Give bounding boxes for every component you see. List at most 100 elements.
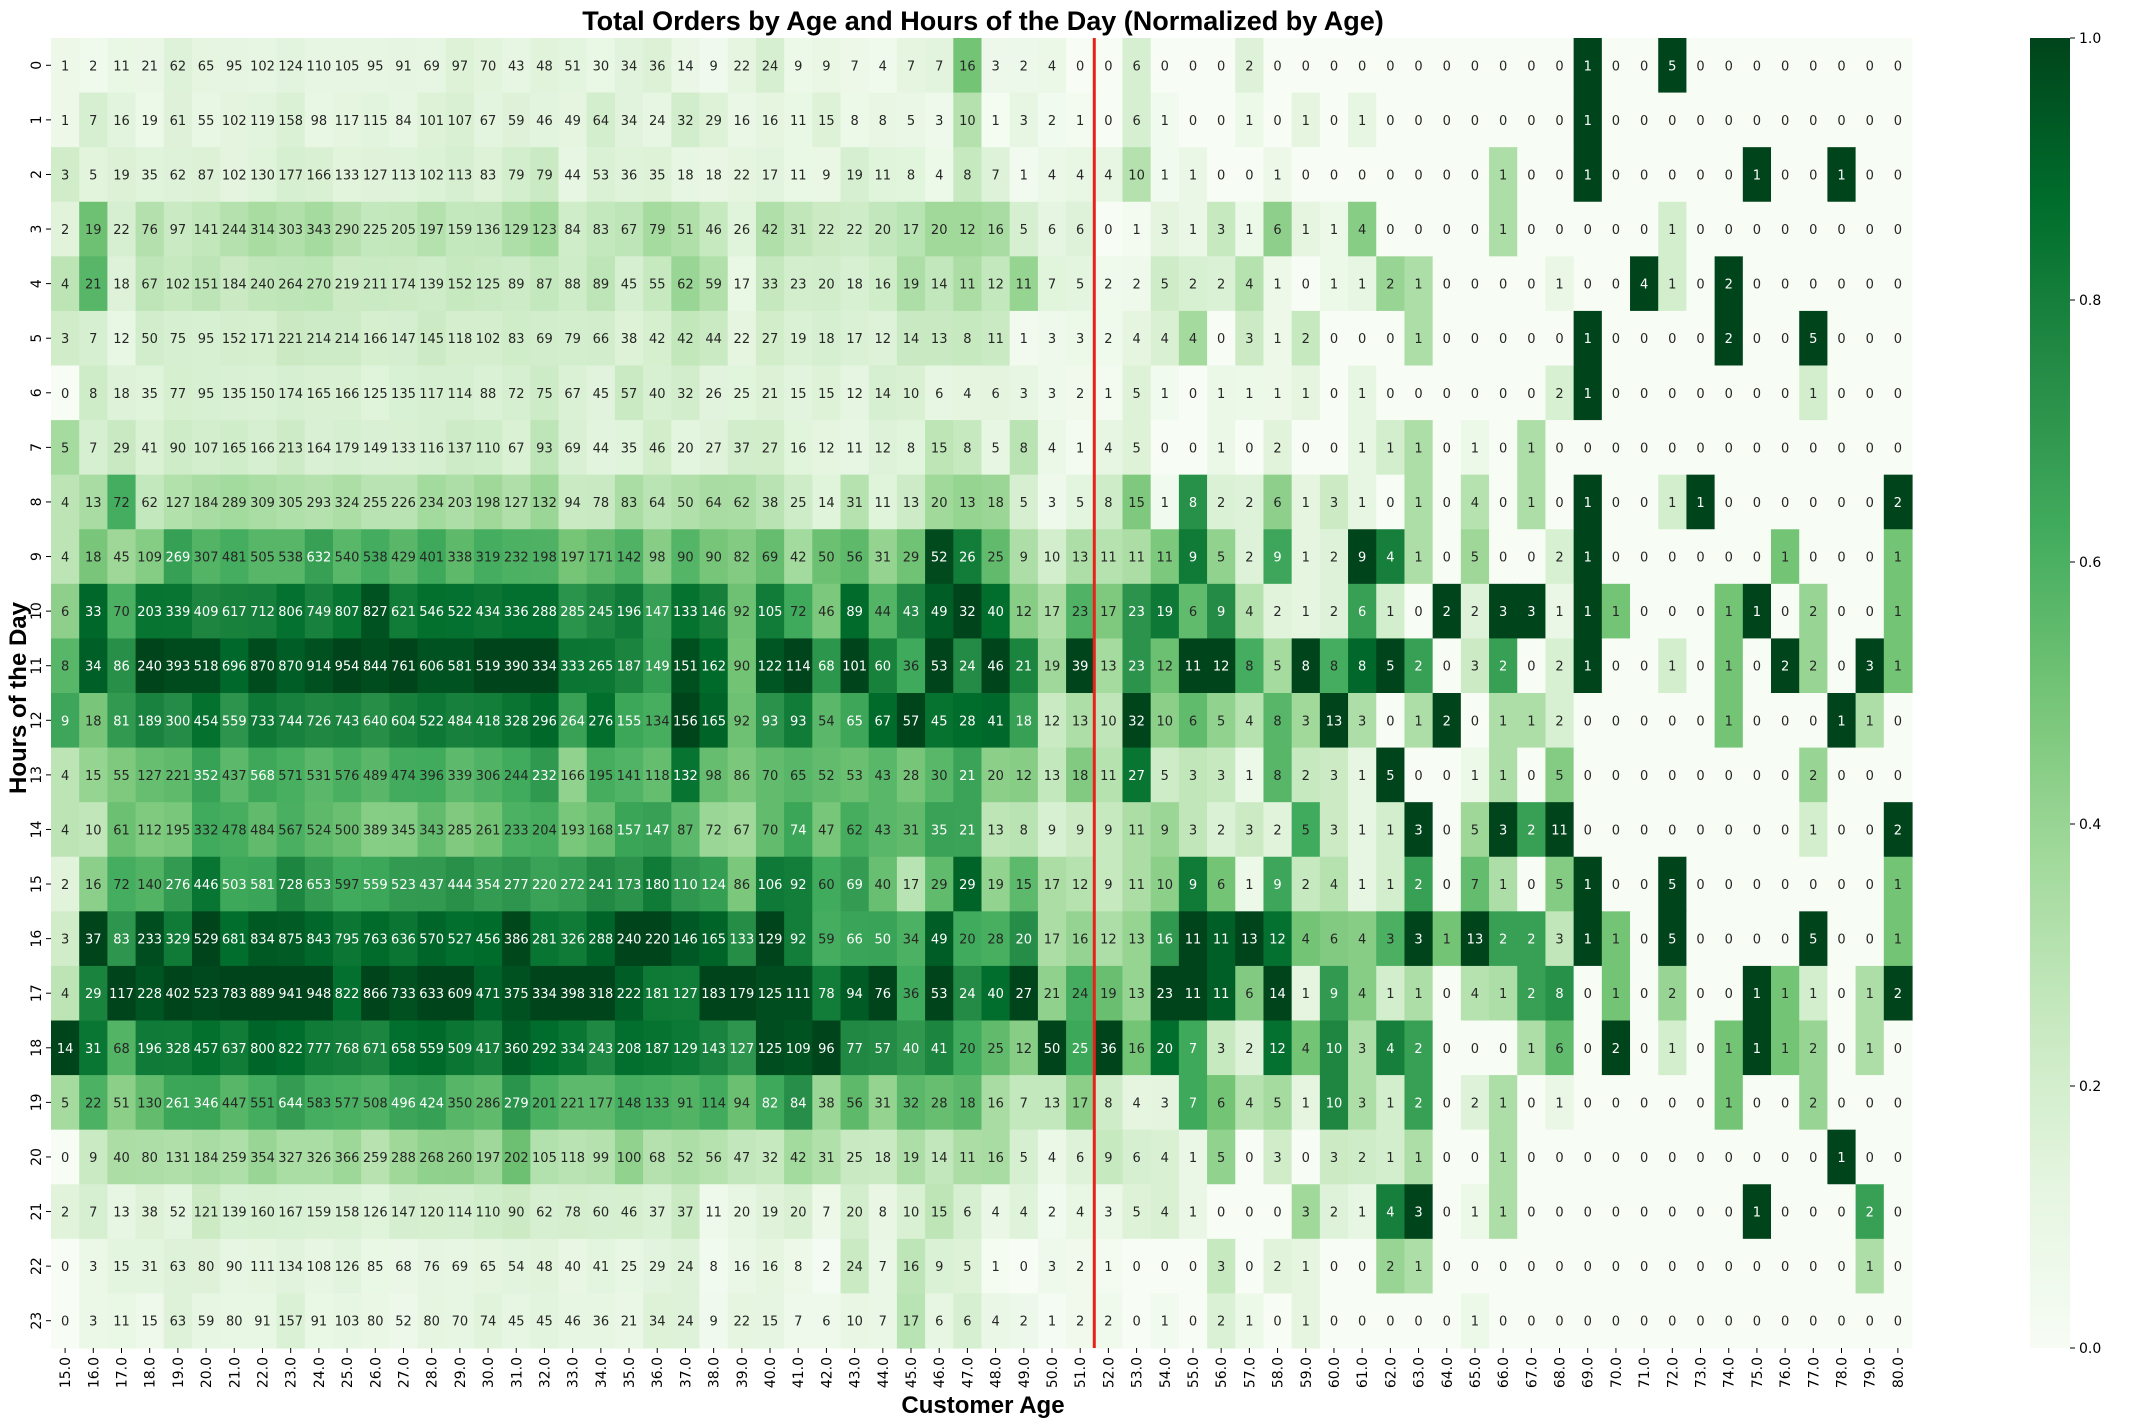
cell-value-label: 171: [250, 332, 275, 347]
heatmap-cell: [361, 856, 390, 912]
heatmap-cell: [1009, 911, 1039, 967]
cell-value-label: 118: [645, 769, 670, 784]
heatmap-cell: [1207, 201, 1236, 257]
heatmap-cell: [1489, 583, 1518, 640]
cell-value-label: 2: [1245, 551, 1253, 566]
heatmap-cell: [1855, 911, 1885, 967]
heatmap-cell: [925, 256, 954, 312]
cell-value-label: 155: [617, 714, 642, 729]
cell-value-label: 52: [395, 1315, 412, 1330]
cell-value-label: 8: [963, 168, 971, 183]
cell-value-label: 233: [137, 933, 162, 948]
heatmap-cell: [1573, 1020, 1603, 1076]
cell-value-label: 0: [1753, 551, 1761, 566]
heatmap-cell: [784, 38, 813, 94]
heatmap-cell: [530, 256, 560, 312]
cell-value-label: 7: [89, 114, 97, 129]
heatmap-cell: [1827, 365, 1857, 421]
cell-value-label: 11: [1100, 551, 1117, 566]
cell-value-label: 4: [991, 1315, 999, 1330]
cell-value-label: 0: [1725, 933, 1733, 948]
heatmap-cell: [1883, 638, 1913, 694]
cell-value-label: 567: [278, 823, 303, 838]
heatmap-cell: [1319, 38, 1349, 94]
cell-value-label: 51: [564, 59, 581, 74]
heatmap-cell: [445, 856, 475, 912]
cell-value-label: 523: [194, 987, 219, 1002]
cell-value-label: 2: [1104, 278, 1112, 293]
cell-value-label: 32: [959, 605, 976, 620]
cell-value-label: 0: [1330, 168, 1338, 183]
cell-value-label: 2: [1668, 987, 1676, 1002]
cell-value-label: 11: [1128, 823, 1145, 838]
cell-value-label: 3: [1358, 714, 1366, 729]
cell-value-label: 16: [987, 1096, 1004, 1111]
heatmap-cell: [1432, 965, 1462, 1022]
heatmap-cell: [107, 693, 137, 749]
cell-value-label: 25: [621, 1260, 638, 1275]
cell-value-label: 260: [447, 1151, 472, 1166]
cell-value-label: 181: [645, 987, 670, 1002]
cell-value-label: 9: [709, 59, 717, 74]
heatmap-cell: [755, 474, 785, 530]
heatmap-cell: [586, 92, 616, 148]
cell-value-label: 40: [113, 1151, 130, 1166]
heatmap-cell: [107, 365, 137, 421]
cell-value-label: 68: [395, 1260, 412, 1275]
heatmap-cell: [643, 147, 672, 203]
x-tick-label: 24.0: [312, 1357, 328, 1388]
cell-value-label: 0: [1555, 1206, 1563, 1221]
heatmap-cell: [191, 201, 221, 257]
cell-value-label: 117: [419, 387, 444, 402]
heatmap-cell: [304, 529, 334, 585]
heatmap-cell: [981, 747, 1011, 803]
heatmap-cell: [276, 92, 306, 148]
heatmap-cell: [51, 693, 80, 749]
cell-value-label: 2: [1048, 1206, 1056, 1221]
heatmap-cell: [1855, 201, 1885, 257]
heatmap-cell: [1630, 474, 1659, 530]
cell-value-label: 2: [61, 223, 69, 238]
heatmap-cell: [332, 638, 362, 694]
heatmap-cell: [1235, 420, 1265, 476]
heatmap-cell: [586, 201, 616, 257]
cell-value-label: 0: [1245, 1151, 1253, 1166]
cell-value-label: 96: [818, 1042, 835, 1057]
heatmap-cell: [1799, 310, 1829, 367]
cell-value-label: 437: [419, 878, 444, 893]
cell-value-label: 15: [1016, 878, 1033, 893]
cell-value-label: 129: [758, 933, 783, 948]
cell-value-label: 46: [536, 114, 553, 129]
cell-value-label: 94: [846, 987, 863, 1002]
cell-value-label: 1: [1302, 987, 1310, 1002]
x-tick-label: 68.0: [1553, 1357, 1569, 1388]
heatmap-cell: [304, 201, 334, 257]
x-tick-label: 78.0: [1835, 1357, 1851, 1388]
heatmap-cell: [643, 38, 672, 94]
heatmap-cell: [558, 747, 588, 803]
heatmap-cell: [220, 911, 249, 967]
cell-value-label: 168: [588, 823, 613, 838]
cell-value-label: 2: [1725, 278, 1733, 293]
cell-value-label: 12: [1269, 1042, 1286, 1057]
cell-value-label: 276: [165, 878, 190, 893]
heatmap-cell: [1855, 802, 1885, 858]
heatmap-cell: [389, 638, 419, 694]
heatmap-cell: [1376, 474, 1406, 530]
heatmap-cell: [389, 693, 419, 749]
heatmap-cell: [1037, 638, 1067, 694]
cell-value-label: 10: [1157, 878, 1174, 893]
cell-value-label: 6: [935, 387, 943, 402]
cell-value-label: 0: [1894, 332, 1902, 347]
cell-value-label: 2: [1273, 441, 1281, 456]
cell-value-label: 454: [194, 714, 219, 729]
cell-value-label: 34: [903, 933, 920, 948]
cell-value-label: 636: [391, 933, 416, 948]
cell-value-label: 139: [222, 1206, 247, 1221]
cell-value-label: 14: [677, 59, 694, 74]
heatmap-cell: [784, 420, 813, 476]
cell-value-label: 0: [1753, 714, 1761, 729]
cell-value-label: 0: [1668, 114, 1676, 129]
heatmap-cell: [389, 529, 419, 585]
cell-value-label: 5: [1555, 769, 1563, 784]
